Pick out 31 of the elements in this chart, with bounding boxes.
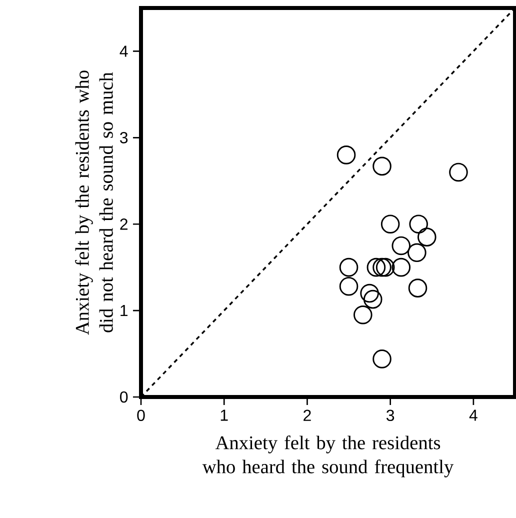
y-tick-label: 3 — [120, 132, 128, 144]
y-axis-title: Anxiety felt by the residents who did not heard the sound so much — [75, 70, 113, 335]
point — [409, 214, 428, 234]
y-tick-label: 4 — [120, 46, 128, 57]
point — [339, 276, 358, 296]
y-tick-label: 0 — [120, 391, 128, 403]
point — [376, 258, 395, 277]
point — [380, 214, 400, 234]
point — [336, 146, 356, 164]
point — [417, 228, 436, 246]
point — [392, 258, 411, 277]
point — [449, 162, 468, 182]
point — [366, 258, 386, 277]
x-tick-label: 1 — [220, 410, 228, 421]
point — [408, 278, 428, 298]
x-tick-label: 2 — [304, 410, 311, 421]
x-tick-label: 4 — [469, 410, 478, 421]
x-tick-label: 3 — [386, 410, 394, 422]
point — [363, 290, 382, 309]
x-axis-title: Anxiety felt by the residents who heard the sound frequently — [202, 436, 454, 478]
point — [360, 284, 379, 303]
point — [354, 305, 372, 324]
point — [372, 156, 392, 176]
y-tick-label: 1 — [120, 305, 128, 316]
y-tick-label: 2 — [120, 218, 128, 230]
point — [372, 258, 392, 277]
x-tick-label: 0 — [137, 410, 145, 422]
point — [339, 258, 358, 277]
point — [372, 350, 392, 368]
point — [392, 236, 411, 256]
point — [408, 243, 426, 262]
